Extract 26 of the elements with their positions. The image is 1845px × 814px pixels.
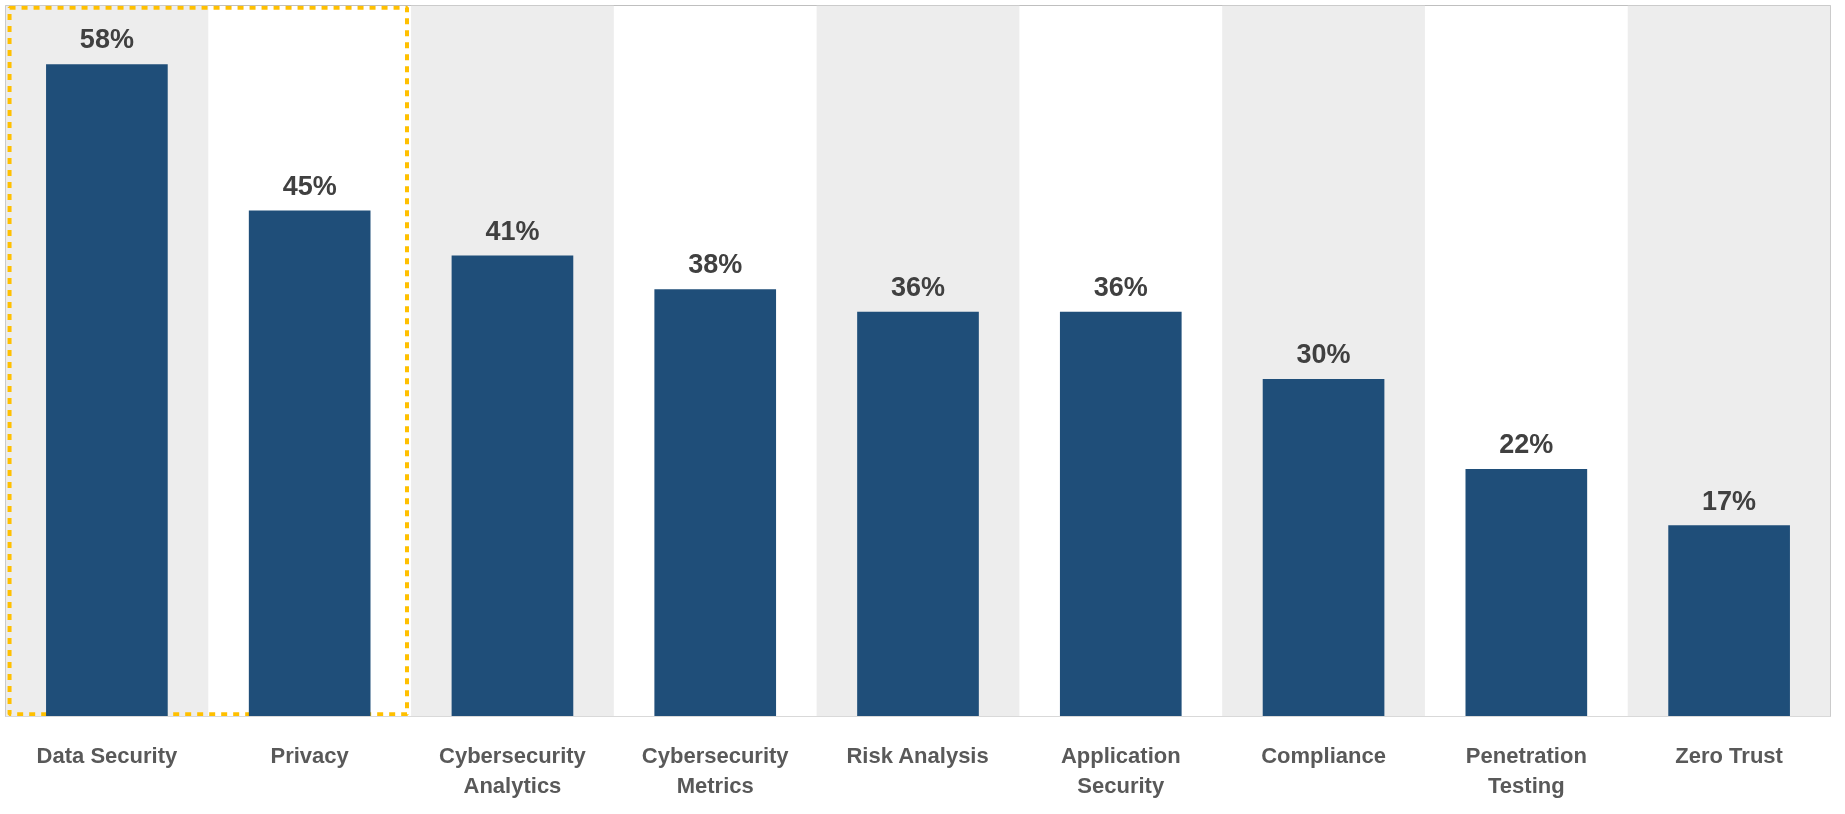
x-tick-label: Data Security: [36, 742, 178, 768]
x-tick-label: Privacy: [270, 742, 350, 768]
x-tick-label: Risk Analysis: [846, 742, 989, 768]
x-tick-label: Cybersecurity Metrics: [641, 742, 790, 798]
data-label: 36%: [890, 271, 946, 302]
bar: [1059, 311, 1182, 717]
bar: [1262, 379, 1385, 717]
data-label: 38%: [688, 249, 743, 280]
x-tick-label: Penetration Testing: [1465, 742, 1587, 798]
bar: [1465, 469, 1588, 717]
bar: [857, 311, 979, 717]
data-label: 17%: [1702, 485, 1757, 516]
x-tick-label: Compliance: [1261, 742, 1386, 768]
x-tick-label: Cybersecurity Analytics: [439, 742, 587, 798]
data-label: 30%: [1296, 339, 1351, 370]
data-label: 58%: [79, 24, 134, 55]
data-label: 22%: [1499, 429, 1554, 460]
data-label: 41%: [485, 215, 540, 246]
x-tick-label: Application Security: [1060, 742, 1181, 798]
bar: [1668, 525, 1790, 717]
bar: [654, 289, 777, 717]
x-tick-label: Zero Trust: [1675, 742, 1784, 768]
bar: [248, 210, 371, 717]
data-label: 45%: [282, 170, 337, 201]
data-label: 36%: [1093, 271, 1148, 302]
bar: [451, 255, 574, 717]
